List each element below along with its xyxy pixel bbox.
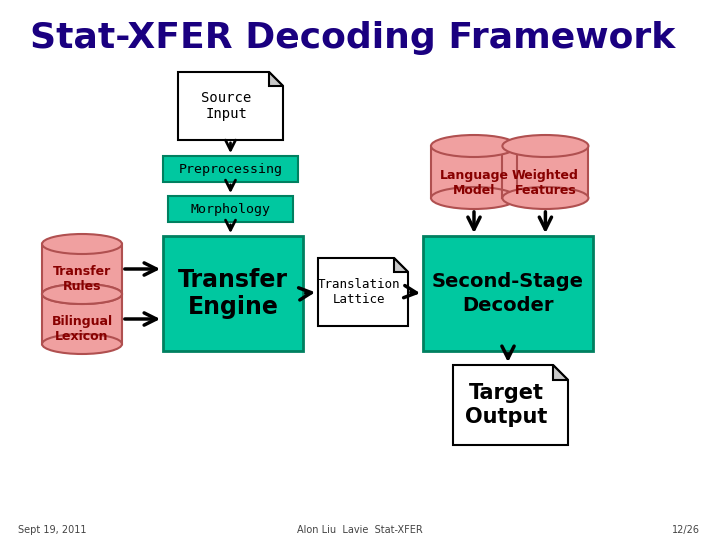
Ellipse shape	[42, 284, 122, 304]
Text: Alon Liu  Lavie  Stat-XFER: Alon Liu Lavie Stat-XFER	[297, 525, 423, 535]
Polygon shape	[178, 72, 283, 140]
Text: Transfer
Engine: Transfer Engine	[178, 268, 288, 319]
Bar	[163, 156, 298, 182]
Polygon shape	[318, 258, 408, 326]
Ellipse shape	[503, 187, 588, 209]
Polygon shape	[553, 365, 568, 380]
Text: Language
Model: Language Model	[439, 169, 508, 197]
Polygon shape	[394, 258, 408, 272]
Bar	[168, 196, 293, 222]
Bar	[423, 236, 593, 351]
Text: Bilingual
Lexicon: Bilingual Lexicon	[51, 315, 112, 343]
Text: Target
Output: Target Output	[465, 383, 548, 427]
Ellipse shape	[431, 135, 517, 157]
Bar	[431, 146, 517, 198]
Ellipse shape	[42, 334, 122, 354]
Text: Preprocessing: Preprocessing	[179, 163, 282, 176]
Text: Source
Input: Source Input	[202, 91, 251, 121]
Ellipse shape	[503, 135, 588, 157]
Text: Second-Stage
Decoder: Second-Stage Decoder	[432, 272, 584, 315]
Ellipse shape	[42, 234, 122, 254]
Ellipse shape	[42, 284, 122, 304]
Bar	[42, 294, 122, 344]
Bar	[503, 146, 588, 198]
Text: Transfer
Rules: Transfer Rules	[53, 265, 111, 293]
Text: Weighted
Features: Weighted Features	[512, 169, 579, 197]
Bar	[42, 244, 122, 294]
Text: 12/26: 12/26	[672, 525, 700, 535]
Ellipse shape	[431, 187, 517, 209]
Text: Translation
Lattice: Translation Lattice	[318, 278, 400, 306]
Bar	[163, 236, 303, 351]
Text: Sept 19, 2011: Sept 19, 2011	[18, 525, 86, 535]
Text: Morphology: Morphology	[191, 202, 271, 215]
Polygon shape	[453, 365, 568, 445]
Text: Stat-XFER Decoding Framework: Stat-XFER Decoding Framework	[30, 21, 675, 55]
Polygon shape	[269, 72, 283, 86]
